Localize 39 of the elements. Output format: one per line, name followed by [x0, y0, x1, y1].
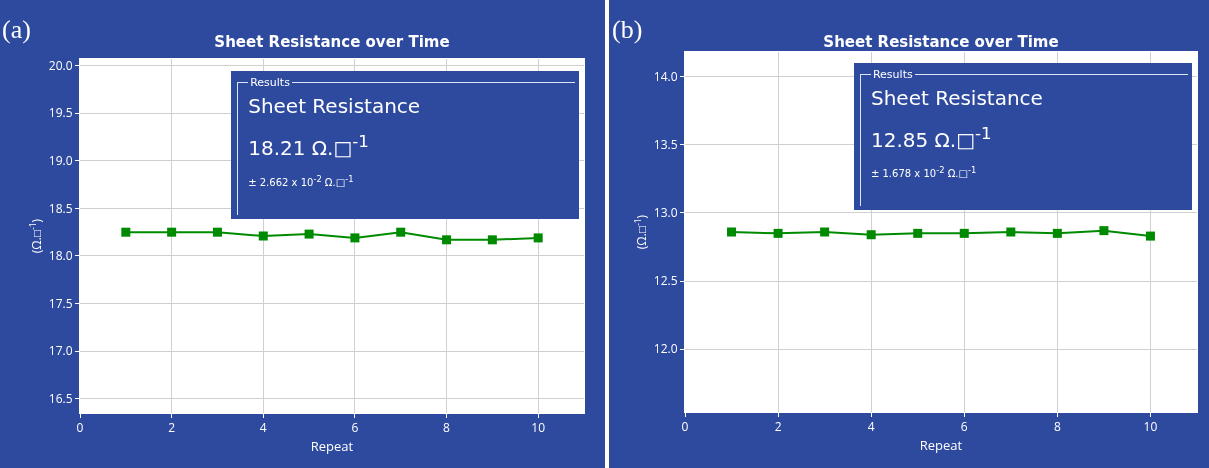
y-tick-label: 16.5	[48, 389, 73, 407]
x-axis-title: Repeat	[310, 437, 354, 455]
annotation: 18.21 Ω.□$^{-1}$	[248, 132, 370, 160]
text: (a)	[2, 15, 31, 44]
x-tick-label: 2	[168, 419, 176, 437]
annotation: Results	[871, 67, 914, 81]
y-tick-label: 19.5	[48, 104, 73, 122]
text: (b)	[612, 15, 643, 44]
chart-title: Sheet Resistance over Time	[823, 33, 1059, 52]
x-tick-label: 0	[681, 418, 689, 436]
y-tick-label: 18.5	[48, 199, 73, 217]
x-tick-label: 8	[1053, 418, 1061, 436]
x-tick-label: 2	[774, 418, 782, 436]
x-tick-label: 6	[351, 419, 359, 437]
y-tick-label: 13.5	[653, 135, 678, 153]
x-tick-label: 10	[531, 419, 546, 437]
y-tick-label: 13.0	[653, 204, 678, 222]
x-tick-label: 0	[76, 419, 84, 437]
y-tick-label: 18.0	[48, 247, 73, 265]
annotation: Sheet Resistance	[248, 94, 422, 119]
y-tick-label: 17.5	[48, 294, 73, 312]
annotation: Sheet Resistance	[870, 85, 1044, 110]
x-axis-title: Repeat	[919, 436, 963, 454]
y-tick-label: 19.0	[48, 152, 73, 170]
annotation: ± 2.662 x 10$^{-2}$ Ω.□$^{-1}$	[248, 173, 355, 189]
annotation: ± 1.678 x 10$^{-2}$ Ω.□$^{-1}$	[870, 165, 978, 180]
x-tick-label: 8	[443, 419, 451, 437]
x-tick-label: 6	[960, 418, 968, 436]
y-tick-label: 17.0	[48, 342, 73, 360]
x-tick-label: 4	[867, 418, 875, 436]
x-tick-label: 10	[1143, 418, 1158, 436]
annotation: 12.85 Ω.□$^{-1}$	[870, 123, 993, 152]
y-tick-label: 12.5	[653, 272, 678, 290]
y-tick-label: 20.0	[48, 56, 73, 74]
annotation: Results	[249, 76, 291, 90]
chart-title: Sheet Resistance over Time	[214, 33, 450, 52]
y-tick-label: 14.0	[653, 67, 678, 85]
y-tick-label: 12.0	[653, 340, 678, 358]
x-tick-label: 4	[259, 419, 267, 437]
